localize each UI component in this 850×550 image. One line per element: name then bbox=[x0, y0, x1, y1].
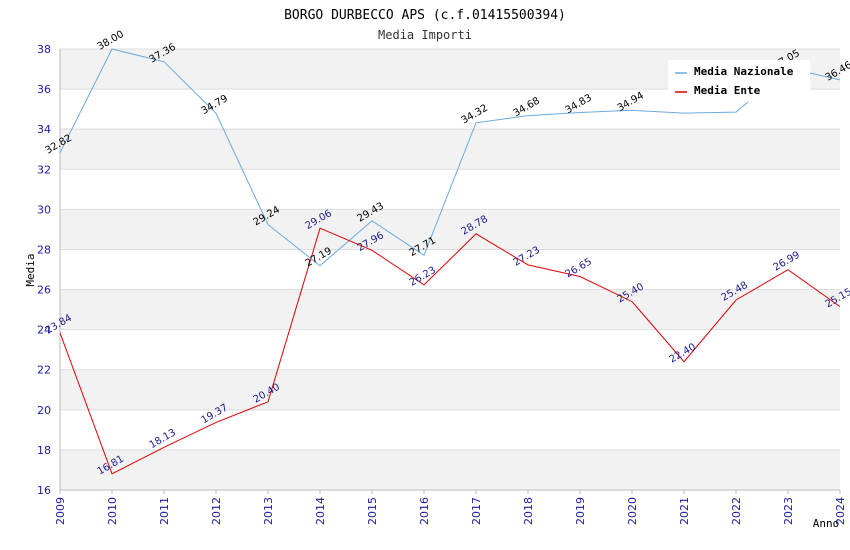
y-axis-label: Media bbox=[24, 253, 37, 286]
data-label: 34.32 bbox=[460, 103, 490, 127]
grid-band bbox=[60, 129, 840, 170]
y-tick-label: 22 bbox=[37, 364, 51, 377]
y-tick-label: 20 bbox=[37, 404, 51, 417]
grid-band bbox=[60, 289, 840, 330]
x-tick-label: 2013 bbox=[262, 497, 275, 525]
y-tick-label: 34 bbox=[37, 123, 51, 136]
y-tick-label: 28 bbox=[37, 243, 51, 256]
x-tick-label: 2017 bbox=[470, 497, 483, 525]
x-tick-label: 2024 bbox=[834, 497, 847, 525]
x-tick-label: 2021 bbox=[678, 497, 691, 525]
x-tick-label: 2022 bbox=[730, 497, 743, 525]
y-tick-label: 24 bbox=[37, 324, 51, 337]
legend-label-ente: Media Ente bbox=[694, 84, 761, 97]
y-tick-label: 26 bbox=[37, 284, 51, 297]
x-tick-label: 2023 bbox=[782, 497, 795, 525]
x-tick-label: 2014 bbox=[314, 497, 327, 525]
x-tick-label: 2009 bbox=[54, 497, 67, 525]
y-tick-label: 32 bbox=[37, 163, 51, 176]
y-axis-ticks: 16 18 20 22 24 26 28 30 32 34 36 38 bbox=[37, 43, 51, 497]
y-tick-label: 38 bbox=[37, 43, 51, 56]
chart-title: BORGO DURBECCO APS (c.f.01415500394) bbox=[284, 8, 566, 23]
grid-band bbox=[60, 369, 840, 410]
x-axis-label: Anno bbox=[813, 517, 840, 530]
grid-band bbox=[60, 209, 840, 250]
chart-subtitle: Media Importi bbox=[378, 28, 472, 42]
x-tick-label: 2015 bbox=[366, 497, 379, 525]
legend: Media Nazionale Media Ente bbox=[668, 60, 810, 102]
data-label: 26.23 bbox=[408, 265, 438, 289]
axes bbox=[59, 49, 840, 491]
data-label: 22.40 bbox=[668, 342, 698, 366]
grid-bands bbox=[60, 49, 840, 490]
grid-lines bbox=[60, 48, 840, 491]
x-axis-ticks: 2009 2010 2011 2012 2013 2014 2015 2016 2017 2018… bbox=[54, 490, 847, 525]
legend-label-naz: Media Nazionale bbox=[694, 65, 794, 78]
series-line-media-ente bbox=[59, 227, 841, 475]
x-tick-label: 2019 bbox=[574, 497, 587, 525]
data-label: 34.79 bbox=[200, 93, 230, 117]
x-tick-label: 2012 bbox=[210, 497, 223, 525]
data-label: 23.84 bbox=[44, 313, 74, 337]
series-lines bbox=[59, 48, 841, 475]
series-line-media-nazionale bbox=[59, 48, 841, 267]
legend-background bbox=[668, 60, 810, 102]
x-tick-label: 2010 bbox=[106, 497, 119, 525]
y-tick-label: 36 bbox=[37, 83, 51, 96]
x-tick-label: 2018 bbox=[522, 497, 535, 525]
x-tick-label: 2020 bbox=[626, 497, 639, 525]
grid-band bbox=[60, 449, 840, 490]
x-tick-label: 2016 bbox=[418, 497, 431, 525]
y-tick-label: 16 bbox=[37, 484, 51, 497]
x-tick-label: 2011 bbox=[158, 497, 171, 525]
y-tick-label: 30 bbox=[37, 203, 51, 216]
y-tick-label: 18 bbox=[37, 444, 51, 457]
